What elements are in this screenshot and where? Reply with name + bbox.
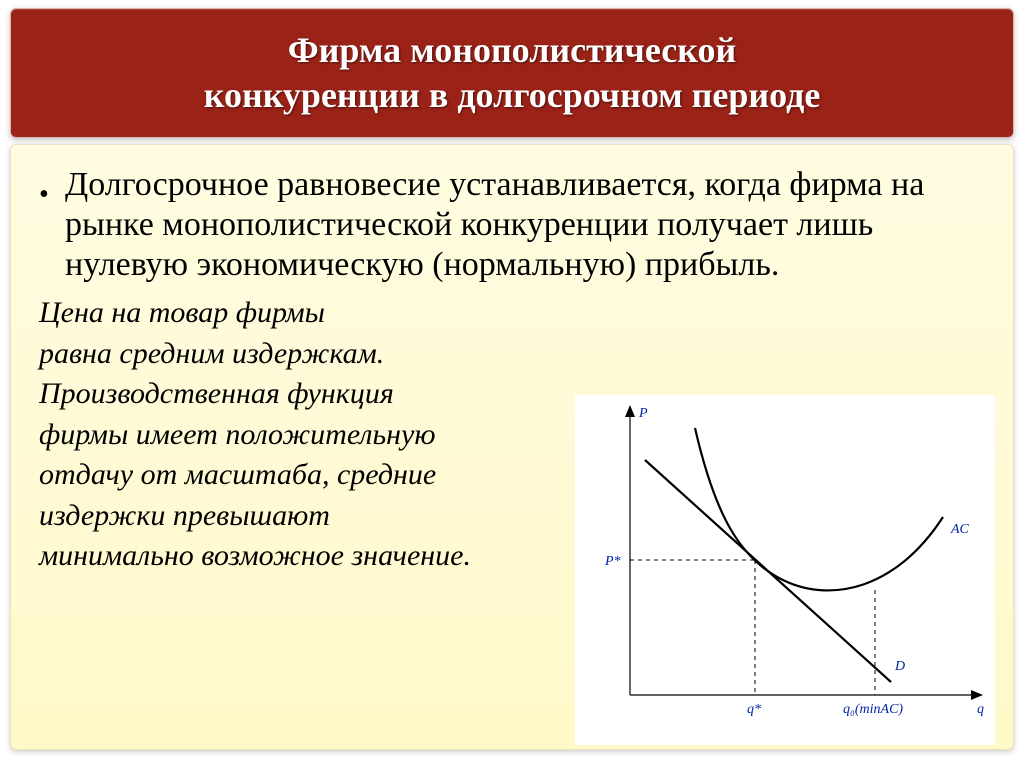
axes — [625, 405, 983, 700]
italic-line: издержки превышают — [39, 496, 579, 537]
main-paragraph: Долгосрочное равновесие устанавливается,… — [65, 165, 985, 285]
slide-header: Фирма монополистической конкуренции в до… — [10, 8, 1014, 138]
italic-block: Цена на товар фирмы равна средним издерж… — [39, 293, 579, 577]
italic-line: фирмы имеет положительную — [39, 415, 579, 456]
italic-line: минимально возможное значение. — [39, 536, 579, 577]
chart: P q P* q* q₀(minAC) D AC — [575, 395, 995, 745]
header-line-2: конкуренции в долгосрочном периоде — [204, 73, 821, 118]
bullet-row: • Долгосрочное равновесие устанавливаетс… — [65, 165, 985, 285]
q-star-label: q* — [747, 702, 761, 717]
italic-line: Цена на товар фирмы — [39, 293, 579, 334]
italic-line: равна средним издержкам. — [39, 334, 579, 375]
q0-label: q₀(minAC) — [843, 702, 903, 717]
p-star-label: P* — [604, 554, 621, 569]
ac-label: AC — [950, 522, 970, 537]
bullet-icon: • — [39, 179, 49, 211]
ac-curve — [695, 428, 943, 590]
italic-line: Производственная функция — [39, 374, 579, 415]
slide-body: • Долгосрочное равновесие устанавливаетс… — [10, 144, 1014, 750]
header-line-1: Фирма монополистической — [288, 28, 737, 73]
y-axis-label: P — [638, 406, 648, 421]
demand-label: D — [894, 659, 905, 674]
x-axis-label: q — [977, 702, 984, 717]
slide: Фирма монополистической конкуренции в до… — [10, 8, 1014, 759]
italic-line: отдачу от масштаба, средние — [39, 455, 579, 496]
